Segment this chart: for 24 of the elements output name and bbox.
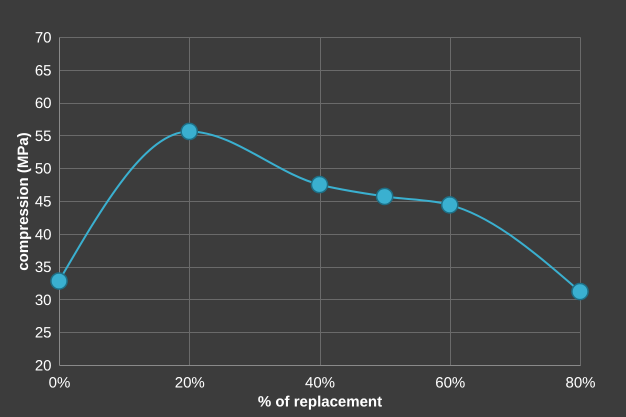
y-tick-label: 40 (34, 226, 52, 244)
y-tick-label: 35 (34, 259, 52, 276)
point (310, 176, 328, 194)
x-tick-label: 60% (435, 374, 466, 392)
y-tick-label: 30 (34, 292, 52, 309)
point (50, 272, 68, 290)
x-tick-label: 40% (304, 374, 336, 392)
point (376, 188, 394, 206)
point (440, 196, 459, 214)
y-tick-label: 60 (34, 95, 52, 112)
point (571, 282, 589, 300)
point (180, 122, 198, 140)
y-tick-label: 45 (34, 194, 52, 210)
y-tick-label: 20 (34, 358, 52, 374)
x-tick-label: 20% (174, 374, 205, 392)
x-tick-label: 0% (48, 374, 70, 392)
y-tick-label: 55 (34, 128, 52, 145)
x-axis-title: % of replacement (258, 394, 382, 410)
y-tick-label: 70 (34, 30, 52, 46)
y-tick-label: 50 (34, 160, 52, 178)
y-tick-label: 25 (34, 324, 52, 342)
y-tick-label: 65 (34, 62, 52, 80)
x-tick-label: 80% (565, 374, 596, 392)
y-axis-title: compression (MPa) (14, 132, 32, 271)
